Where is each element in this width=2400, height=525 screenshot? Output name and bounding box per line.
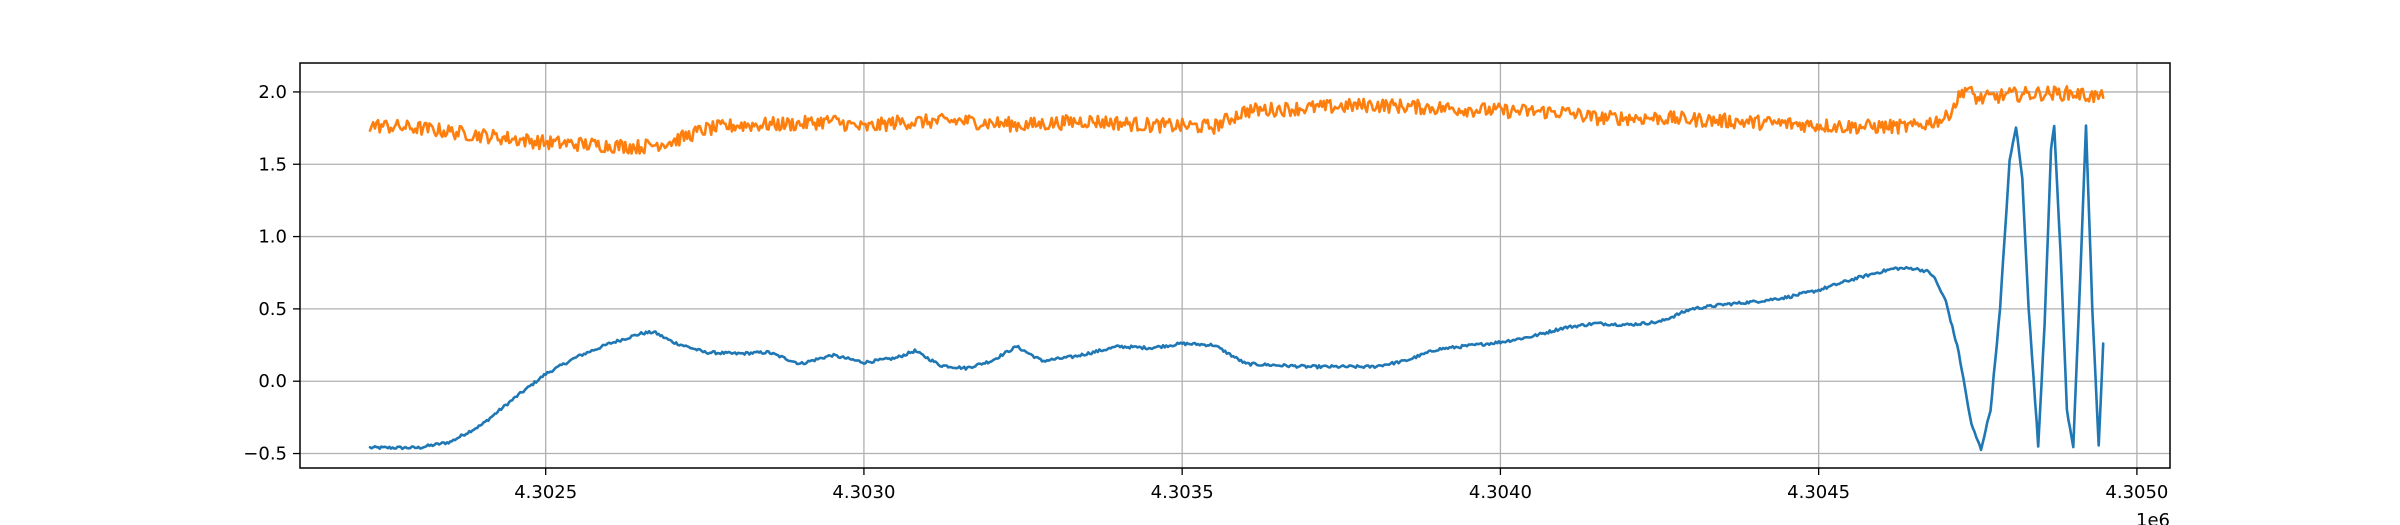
y-tick-label: 1.5 <box>258 154 287 175</box>
x-axis: 4.3025 4.3030 4.3035 4.3040 4.3045 4.3050 <box>514 468 2168 503</box>
series-line-2 <box>368 85 2105 155</box>
x-axis-offset-label: 1e6 <box>2136 510 2170 525</box>
series-line-1 <box>368 124 2105 452</box>
x-tick-label: 4.3050 <box>2105 482 2168 503</box>
y-tick-label: 0.5 <box>258 299 287 320</box>
y-tick-label: 2.0 <box>258 82 287 103</box>
x-tick-label: 4.3035 <box>1151 482 1214 503</box>
x-tick-label: 4.3030 <box>832 482 895 503</box>
y-tick-label: 0.0 <box>258 371 287 392</box>
series-layer <box>368 85 2105 452</box>
grid <box>300 63 2170 468</box>
plot-frame <box>299 62 2171 469</box>
y-axis: −0.5 0.0 0.5 1.0 1.5 2.0 <box>243 82 300 465</box>
y-tick-label: 1.0 <box>258 227 287 248</box>
x-tick-label: 4.3040 <box>1469 482 1532 503</box>
x-tick-label: 4.3045 <box>1787 482 1850 503</box>
y-tick-label: −0.5 <box>243 444 287 465</box>
x-tick-label: 4.3025 <box>514 482 577 503</box>
